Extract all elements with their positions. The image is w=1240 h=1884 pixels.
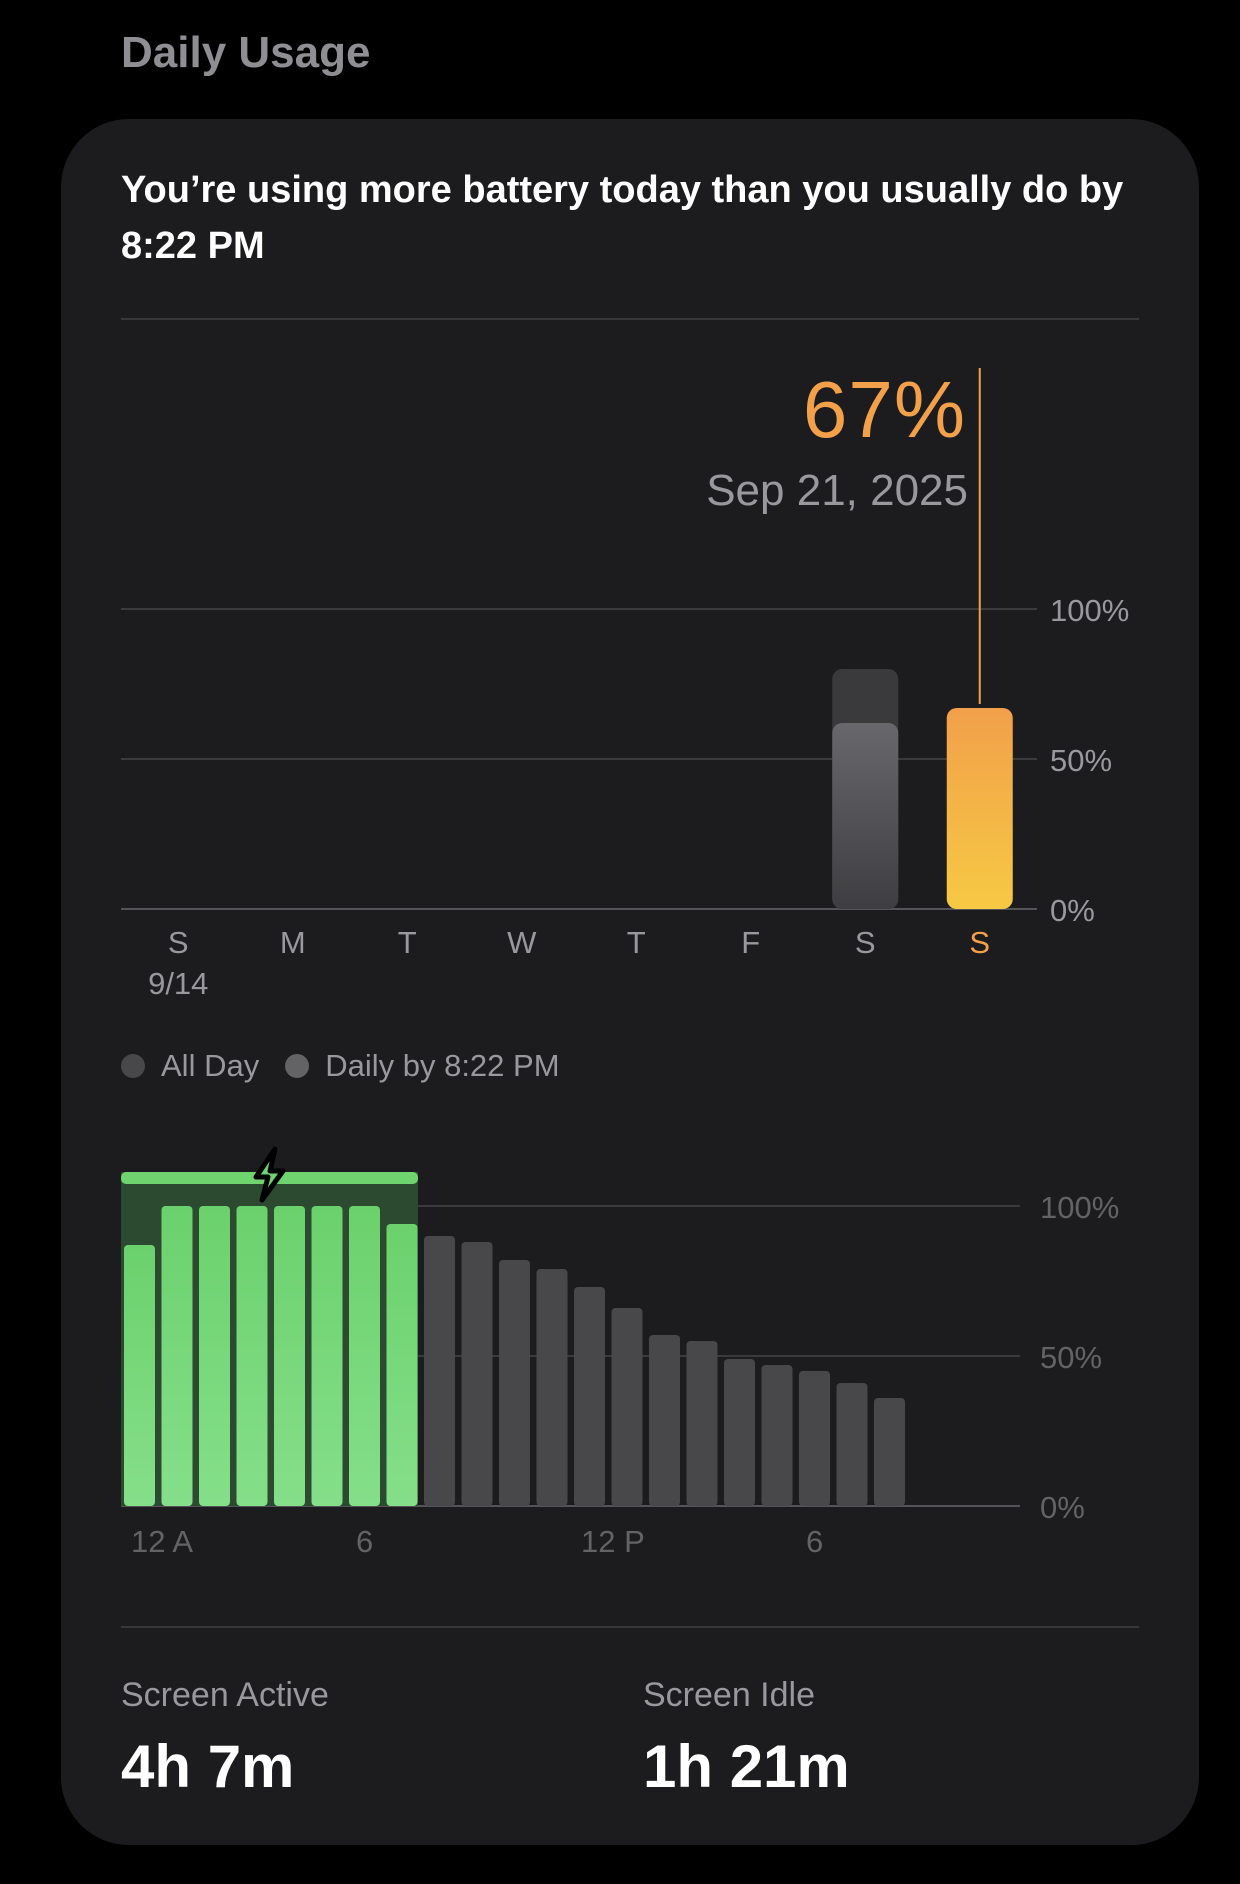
legend-dot-all-day-icon [121, 1054, 145, 1078]
screen-idle-label: Screen Idle [643, 1676, 815, 1714]
daily-usage-card [61, 119, 1199, 1845]
legend-label-daily-by: Daily by 8:22 PM [325, 1048, 560, 1083]
screen-active-value: 4h 7m [121, 1733, 295, 1800]
top-divider [121, 318, 1139, 320]
selected-date-label: Sep 21, 2025 [706, 466, 968, 515]
screen-active-label: Screen Active [121, 1676, 329, 1714]
legend-item-all-day: All Day [121, 1048, 259, 1084]
legend-label-all-day: All Day [161, 1048, 260, 1083]
legend-item-daily-by: Daily by 8:22 PM [285, 1048, 560, 1084]
chart-legend: All Day Daily by 8:22 PM [121, 1048, 586, 1084]
section-title: Daily Usage [121, 28, 371, 77]
screen-idle-value: 1h 21m [643, 1733, 850, 1800]
bottom-divider [121, 1626, 1139, 1628]
usage-insight-text: You’re using more battery today than you… [121, 169, 1124, 267]
legend-dot-daily-by-icon [285, 1054, 310, 1078]
selected-value-label: 67% [802, 365, 966, 454]
